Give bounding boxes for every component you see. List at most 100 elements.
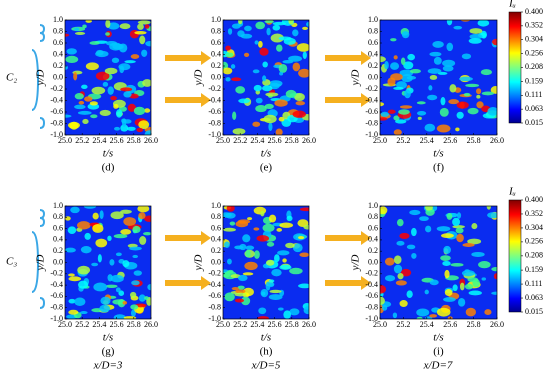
heatmap-blob <box>459 76 473 82</box>
heatmap-blob <box>144 130 151 135</box>
heatmap-blob <box>298 236 305 240</box>
heatmap-blob <box>253 227 260 231</box>
y-tick-label: -1.0 <box>50 130 63 139</box>
heatmap-blob <box>133 270 142 276</box>
y-tick-label: 0.4 <box>211 235 221 244</box>
x-tick-label: 25.8 <box>467 136 481 145</box>
heatmap-blob <box>74 297 86 306</box>
heatmap-blob <box>416 308 430 317</box>
heatmap-blob <box>272 21 287 26</box>
column-label: x/D=7 <box>423 360 453 372</box>
y-tick-label: 0.2 <box>211 246 221 255</box>
heatmap-blob <box>257 316 269 319</box>
heatmap-blob <box>478 260 491 269</box>
heatmap-blob <box>399 69 414 77</box>
heatmap-blob <box>456 233 464 243</box>
y-tick-label: -0.2 <box>208 269 221 278</box>
heatmap-blob <box>225 52 234 58</box>
heatmap-blob <box>303 306 309 315</box>
heatmap-blob <box>234 292 247 297</box>
heatmap-blob <box>131 280 140 286</box>
y-tick-label: 0.8 <box>368 26 378 35</box>
heatmap-blob <box>462 243 475 247</box>
heatmap-blob <box>449 84 457 93</box>
x-tick-label: 25.4 <box>250 320 264 329</box>
heatmap-texture <box>65 20 151 135</box>
heatmap-blob <box>107 22 120 30</box>
y-tick-label: 1.0 <box>53 201 63 210</box>
y-tick-label: 0.8 <box>368 212 378 221</box>
heatmap-blob <box>440 233 454 239</box>
heatmap-blob <box>262 75 267 82</box>
heatmap-blob <box>82 24 87 29</box>
x-tick-label: 25.6 <box>443 136 457 145</box>
heatmap-blob <box>446 20 453 26</box>
heatmap-blob <box>223 67 233 75</box>
heatmap-blob <box>404 89 411 99</box>
heatmap-blob <box>110 274 124 283</box>
heatmap-blob <box>471 251 485 257</box>
heatmap-blob <box>416 316 423 319</box>
heatmap-blob <box>457 297 466 307</box>
colorbar-label: Iᵤ <box>508 0 516 10</box>
heatmap-blob <box>392 312 398 319</box>
heatmap-blob <box>144 24 150 29</box>
heatmap-blob <box>119 23 131 30</box>
heatmap-blob <box>416 101 426 105</box>
heatmap-blob <box>132 225 141 234</box>
heatmap-blob <box>235 86 246 94</box>
y-tick-label: -0.6 <box>208 291 221 300</box>
y-tick-label: -0.2 <box>365 84 378 93</box>
x-tick-label: 25.2 <box>75 320 89 329</box>
heatmap-blob <box>265 281 271 291</box>
heatmap-blob <box>224 241 230 248</box>
heatmap-blob <box>461 53 472 60</box>
heatmap-blob <box>99 304 111 313</box>
heatmap-blob <box>390 38 397 42</box>
heatmap-blob <box>278 63 288 73</box>
heatmap-blob <box>425 225 432 233</box>
heatmap-blob <box>96 49 104 56</box>
heatmap-blob <box>436 124 451 133</box>
x-tick-label: 25.0 <box>216 320 230 329</box>
heatmap-blob <box>137 20 151 25</box>
panel-label: (e) <box>260 162 273 174</box>
heatmap-blob <box>277 307 284 311</box>
y-tick-label: 0.8 <box>53 212 63 221</box>
row-label: C₃ <box>6 256 17 268</box>
heatmap-blob <box>144 108 151 113</box>
heatmap-blob <box>229 221 236 226</box>
heatmap-blob <box>130 304 139 310</box>
y-tick-label: 0.6 <box>53 38 63 47</box>
heatmap-blob <box>465 83 480 88</box>
heatmap-blob <box>225 45 231 51</box>
heatmap-blob <box>259 47 269 56</box>
heatmap-blob <box>269 289 282 294</box>
y-tick-label: -0.4 <box>365 95 378 104</box>
heatmap-blob <box>105 284 118 288</box>
heatmap-blob <box>239 243 247 251</box>
heatmap-blob <box>437 71 448 75</box>
heatmap-blob <box>409 209 421 216</box>
heatmap-blob <box>227 28 233 35</box>
heatmap-blob <box>440 96 446 106</box>
heatmap-blob <box>401 74 413 83</box>
heatmap-blob <box>396 218 404 227</box>
heatmap-blob <box>123 91 132 98</box>
colorbar <box>508 199 522 313</box>
colorbar-tick-label: 0.063 <box>525 104 543 113</box>
x-tick-label: 26.0 <box>302 136 316 145</box>
heatmap-blob <box>302 26 308 30</box>
heatmap-blob <box>65 114 72 118</box>
heatmap-blob <box>115 252 122 257</box>
x-tick-label: 25.0 <box>58 136 72 145</box>
heatmap-blob <box>456 111 464 119</box>
heatmap-blob <box>459 282 465 291</box>
heatmap-blob <box>266 259 275 266</box>
y-tick-label: 0.6 <box>211 38 221 47</box>
x-axis-label: t/s <box>261 332 271 344</box>
heatmap-blob <box>81 84 88 90</box>
heatmap-blob <box>427 94 438 101</box>
heatmap-blob <box>411 227 417 237</box>
y-tick-label: -0.8 <box>50 303 63 312</box>
